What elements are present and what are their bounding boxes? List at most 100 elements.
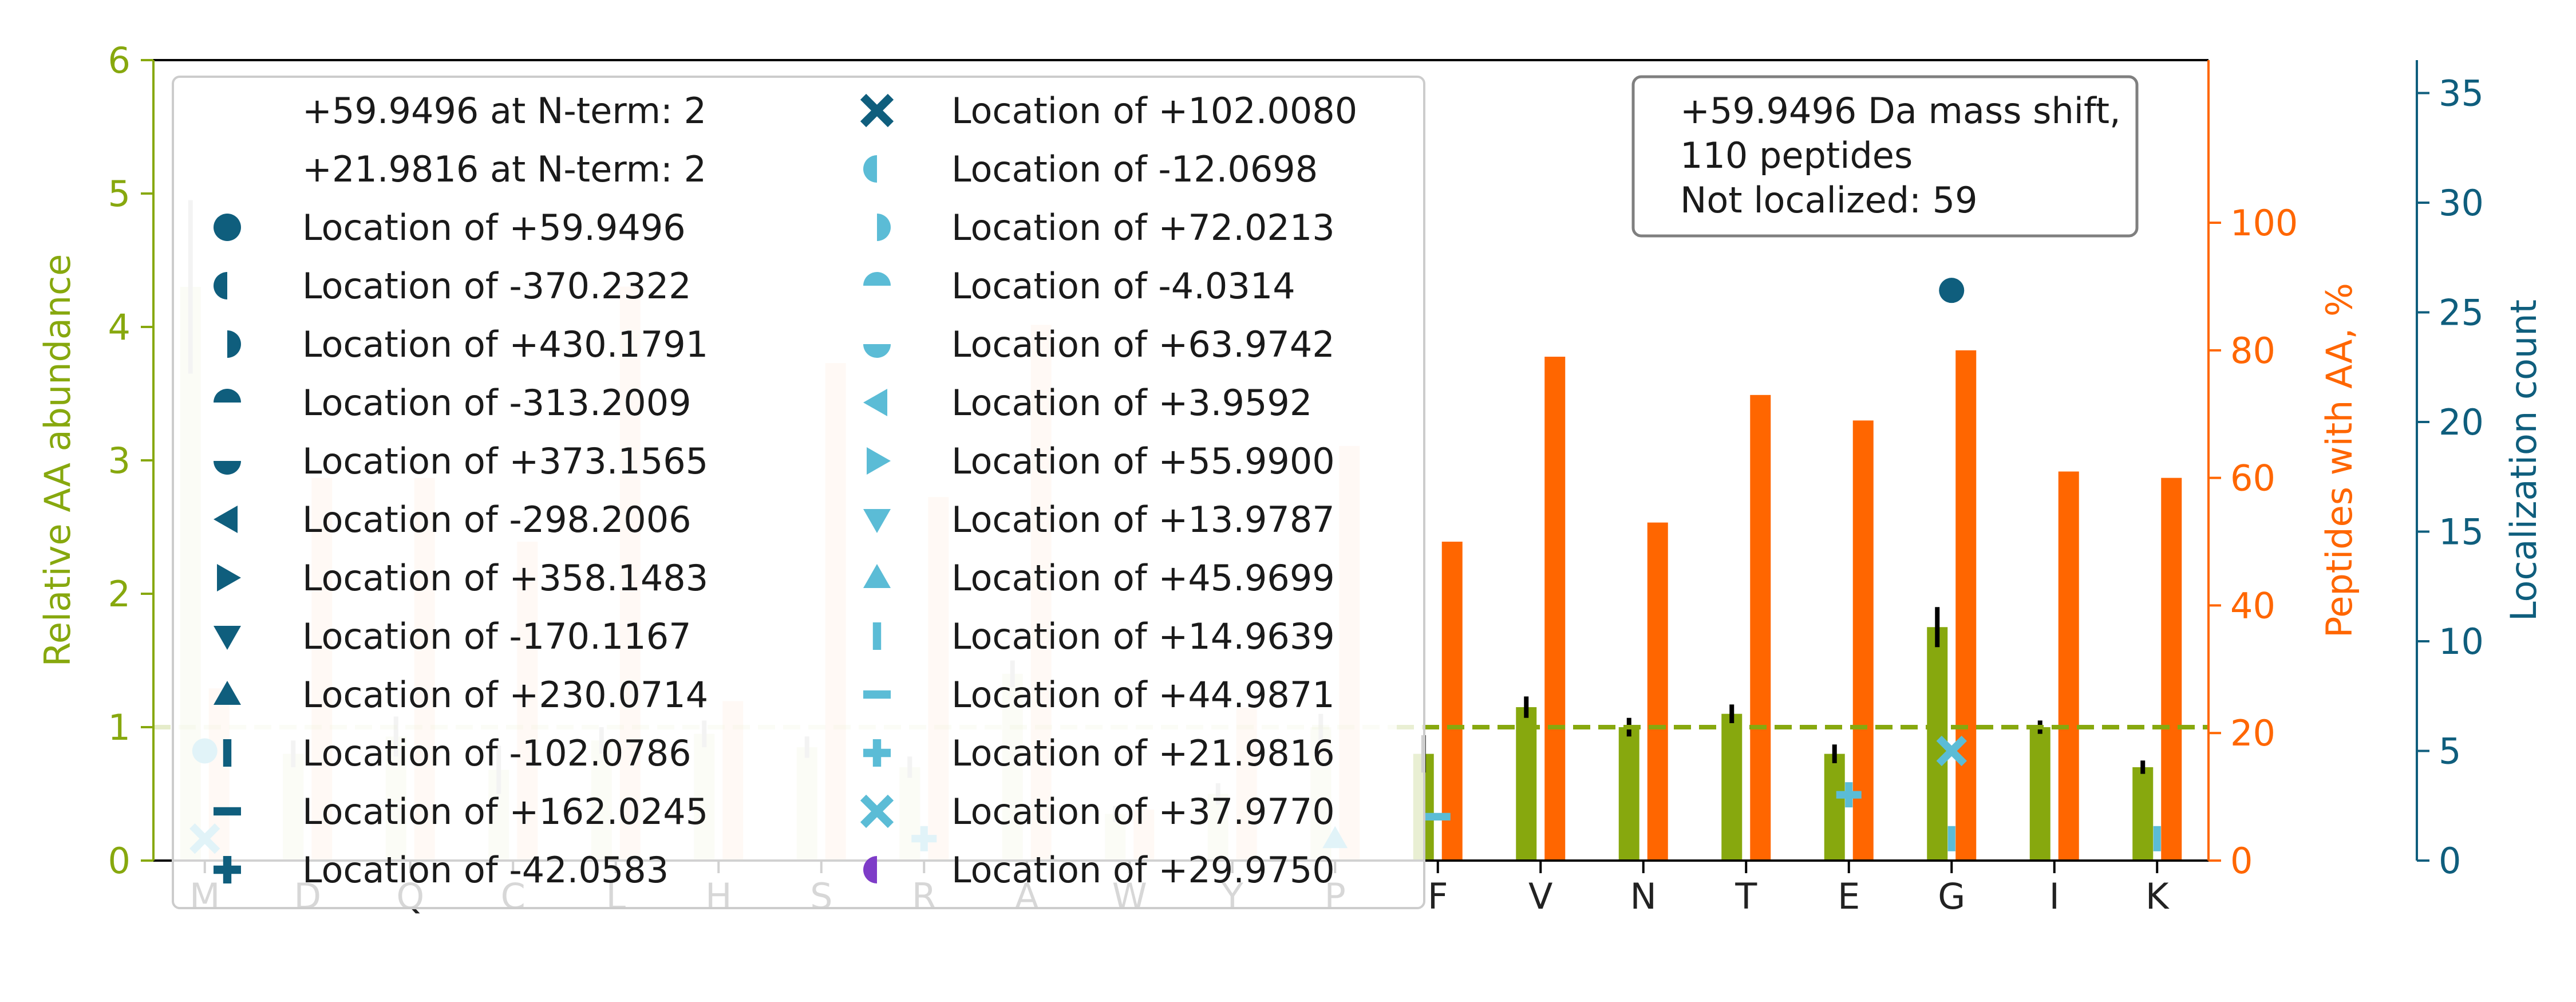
right-tick-label: 40 bbox=[2230, 585, 2275, 626]
left-tick-label: 1 bbox=[108, 707, 131, 748]
localization-marker bbox=[1836, 782, 1862, 808]
x-tick-label: K bbox=[2146, 875, 2170, 917]
right-axis-label: Peptides with AA, % bbox=[2318, 283, 2360, 638]
legend-marker bbox=[214, 389, 241, 403]
legend-marker bbox=[863, 564, 891, 588]
legend-label: Location of +45.9699 bbox=[951, 557, 1335, 599]
legend-label: Location of +37.9770 bbox=[951, 791, 1335, 833]
far-right-tick-label: 0 bbox=[2439, 840, 2461, 882]
right-tick-label: 80 bbox=[2230, 330, 2275, 372]
far-right-tick-label: 30 bbox=[2439, 182, 2484, 224]
right-tick-label: 100 bbox=[2230, 202, 2298, 244]
localization-marker bbox=[1939, 278, 1965, 303]
legend-marker bbox=[863, 344, 891, 358]
peptide-bar bbox=[1544, 356, 1566, 861]
x-tick-label: F bbox=[1428, 875, 1448, 917]
legend-marker bbox=[214, 214, 241, 241]
legend-marker bbox=[227, 330, 241, 358]
legend-label: Location of -42.0583 bbox=[302, 849, 669, 891]
legend-label: Location of +3.9592 bbox=[951, 382, 1312, 424]
right-tick-label: 60 bbox=[2230, 457, 2275, 499]
peptide-bar bbox=[2161, 478, 2182, 861]
legend-label: Location of -170.1167 bbox=[302, 616, 692, 657]
legend-label: Location of -370.2322 bbox=[302, 265, 692, 307]
legend-label: Location of +230.0714 bbox=[302, 674, 708, 716]
legend-marker bbox=[214, 506, 238, 533]
peptide-bar bbox=[1955, 350, 1977, 861]
legend-label: Location of -4.0314 bbox=[951, 265, 1295, 307]
x-tick-label: T bbox=[1735, 875, 1757, 917]
legend-label: Location of -12.0698 bbox=[951, 148, 1318, 190]
right-tick-label: 0 bbox=[2230, 840, 2253, 882]
legend-marker bbox=[867, 447, 891, 475]
legend-label: Location of +29.9750 bbox=[951, 849, 1335, 891]
legend-marker bbox=[860, 794, 894, 829]
legend-marker bbox=[214, 681, 241, 705]
abundance-bar bbox=[1618, 727, 1639, 861]
right-tick-label: 20 bbox=[2230, 712, 2275, 754]
legend-label: Location of +55.9900 bbox=[951, 440, 1335, 482]
legend-label: Location of +59.9496 bbox=[302, 207, 686, 248]
legend-marker bbox=[863, 389, 887, 416]
left-tick-label: 5 bbox=[108, 173, 131, 215]
legend-label: Location of +21.9816 bbox=[951, 732, 1335, 774]
legend-marker bbox=[877, 214, 891, 241]
legend-marker bbox=[863, 739, 891, 767]
legend-label: Location of +358.1483 bbox=[302, 557, 708, 599]
legend-marker bbox=[863, 509, 891, 533]
abundance-bar bbox=[1721, 713, 1743, 861]
legend-label: Location of -102.0786 bbox=[302, 732, 692, 774]
legend: +59.9496 at N-term: 2 +21.9816 at N-term:… bbox=[172, 76, 1425, 909]
annotation-line: +59.9496 Da mass shift, bbox=[1680, 90, 2121, 132]
left-tick-label: 2 bbox=[108, 573, 131, 615]
left-tick-label: 4 bbox=[108, 306, 131, 348]
left-tick-label: 6 bbox=[108, 40, 131, 81]
far-right-tick-label: 35 bbox=[2439, 72, 2484, 114]
legend-label: Location of +430.1791 bbox=[302, 324, 708, 365]
abundance-bar bbox=[1516, 707, 1537, 861]
legend-marker bbox=[214, 856, 241, 883]
far-right-tick-label: 25 bbox=[2439, 291, 2484, 333]
legend-label: Location of -313.2009 bbox=[302, 382, 692, 424]
legend-marker bbox=[214, 626, 241, 650]
legend-label: Location of +373.1565 bbox=[302, 440, 708, 482]
peptide-bar bbox=[2058, 471, 2079, 861]
left-axis-label: Relative AA abundance bbox=[37, 254, 78, 667]
legend-label: Location of +13.9787 bbox=[951, 499, 1335, 541]
legend-marker bbox=[863, 856, 877, 883]
legend-marker bbox=[214, 461, 241, 475]
left-tick-label: 0 bbox=[108, 840, 131, 882]
legend-label: +59.9496 at N-term: 2 bbox=[302, 90, 706, 132]
abundance-bar bbox=[2029, 727, 2050, 861]
x-tick-label: V bbox=[1528, 875, 1552, 917]
x-tick-label: I bbox=[2049, 875, 2060, 917]
legend-label: Location of -298.2006 bbox=[302, 499, 692, 541]
legend-marker bbox=[214, 272, 227, 299]
legend-label: +21.9816 at N-term: 2 bbox=[302, 148, 706, 190]
far-right-tick-label: 10 bbox=[2439, 621, 2484, 662]
far-right-tick-label: 5 bbox=[2439, 730, 2461, 772]
abundance-bar bbox=[1824, 754, 1845, 861]
x-tick-label: G bbox=[1938, 875, 1965, 917]
abundance-bar bbox=[2132, 767, 2154, 861]
peptide-bar bbox=[1647, 522, 1668, 861]
legend-label: Location of +102.0080 bbox=[951, 90, 1357, 132]
peptide-bar bbox=[1441, 542, 1463, 861]
annotation-line: Not localized: 59 bbox=[1680, 179, 1978, 221]
annotation-line: 110 peptides bbox=[1680, 135, 1913, 176]
legend-label: Location of +63.9742 bbox=[951, 324, 1335, 365]
legend-label: Location of +162.0245 bbox=[302, 791, 708, 833]
legend-label: Location of +72.0213 bbox=[951, 207, 1335, 248]
far-right-tick-label: 15 bbox=[2439, 511, 2484, 553]
legend-marker bbox=[863, 155, 877, 183]
x-tick-label: N bbox=[1630, 875, 1657, 917]
far-right-axis-label: Localization count bbox=[2503, 299, 2545, 621]
legend-marker bbox=[217, 564, 241, 591]
x-tick-label: E bbox=[1838, 875, 1860, 917]
localization-marker bbox=[1936, 735, 1967, 767]
legend-label: Location of +14.9639 bbox=[951, 616, 1335, 657]
legend-marker bbox=[863, 272, 891, 286]
legend-frame bbox=[172, 76, 1425, 909]
